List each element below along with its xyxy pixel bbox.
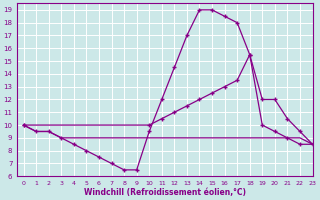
X-axis label: Windchill (Refroidissement éolien,°C): Windchill (Refroidissement éolien,°C) — [84, 188, 246, 197]
